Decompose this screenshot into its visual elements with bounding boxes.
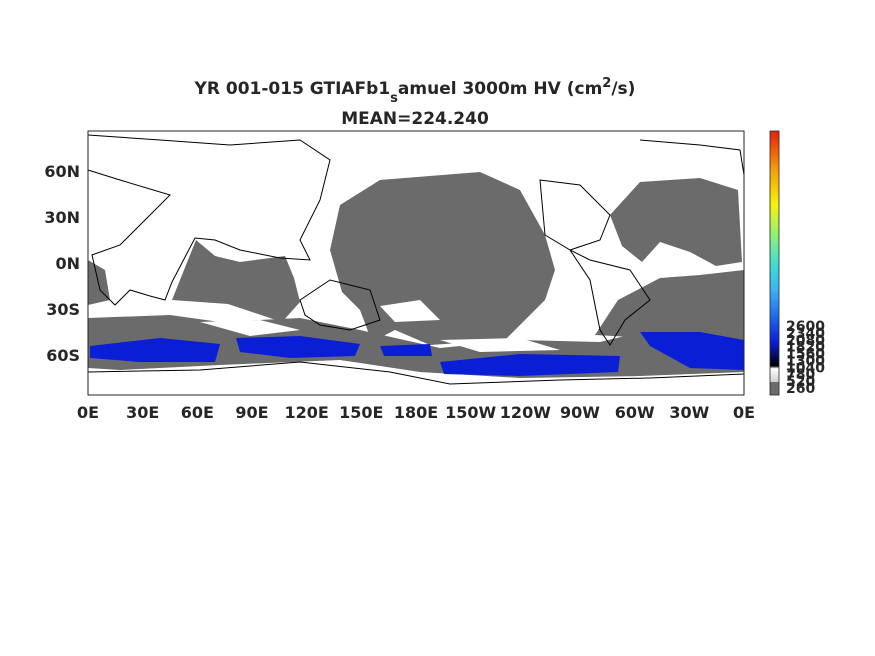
map	[87, 130, 745, 396]
high-values	[90, 332, 744, 376]
title-part: amuel 3000m HV (cm	[398, 79, 602, 99]
lon-label: 60W	[615, 403, 655, 422]
lat-label: 30N	[44, 208, 80, 227]
lon-label: 0E	[77, 403, 99, 422]
colorbar-label: 2080	[786, 333, 825, 349]
lon-label: 30W	[669, 403, 709, 422]
lon-label: 0E	[733, 403, 755, 422]
colorbar-label: 2340	[786, 326, 825, 342]
lon-label: 150E	[339, 403, 383, 422]
mean-label: MEAN=224.240	[341, 109, 489, 129]
lon-label: 150W	[445, 403, 496, 422]
lat-label: 30S	[46, 300, 80, 319]
map-frame	[87, 130, 745, 396]
lon-label: 90W	[560, 403, 600, 422]
title: YR 001-015 GTIAFb1samuel 3000m HV (cm2/s…	[194, 76, 636, 106]
title-sup: 2	[602, 76, 611, 91]
title-part: YR 001-015 GTIAFb1	[194, 79, 391, 99]
lon-label: 60E	[181, 403, 214, 422]
coastline	[87, 134, 745, 385]
colorbar-label: 520	[786, 374, 815, 390]
lon-label: 120W	[500, 403, 551, 422]
colorbar-label: 1040	[786, 360, 825, 376]
colorbar-label: 2600	[786, 319, 825, 335]
lon-label: 120E	[285, 403, 329, 422]
colorbar-label: 1820	[786, 340, 825, 356]
lon-label: 90E	[235, 403, 268, 422]
colorbar-label: 260	[786, 381, 815, 397]
title-sub: s	[390, 91, 398, 106]
lat-label: 60N	[44, 162, 80, 181]
colorbar	[769, 130, 780, 396]
title-part: /s)	[611, 79, 635, 99]
lon-label: 30E	[126, 403, 159, 422]
ocean-gap	[200, 300, 560, 352]
lat-label: 60S	[46, 346, 80, 365]
lat-label: 0N	[55, 254, 80, 273]
lon-label: 180E	[394, 403, 438, 422]
colorbar-label: 1300	[786, 353, 825, 369]
colorbar-label: 1560	[786, 347, 825, 363]
colorbar-label: 780	[786, 367, 815, 383]
colorbar-scale	[769, 130, 780, 396]
